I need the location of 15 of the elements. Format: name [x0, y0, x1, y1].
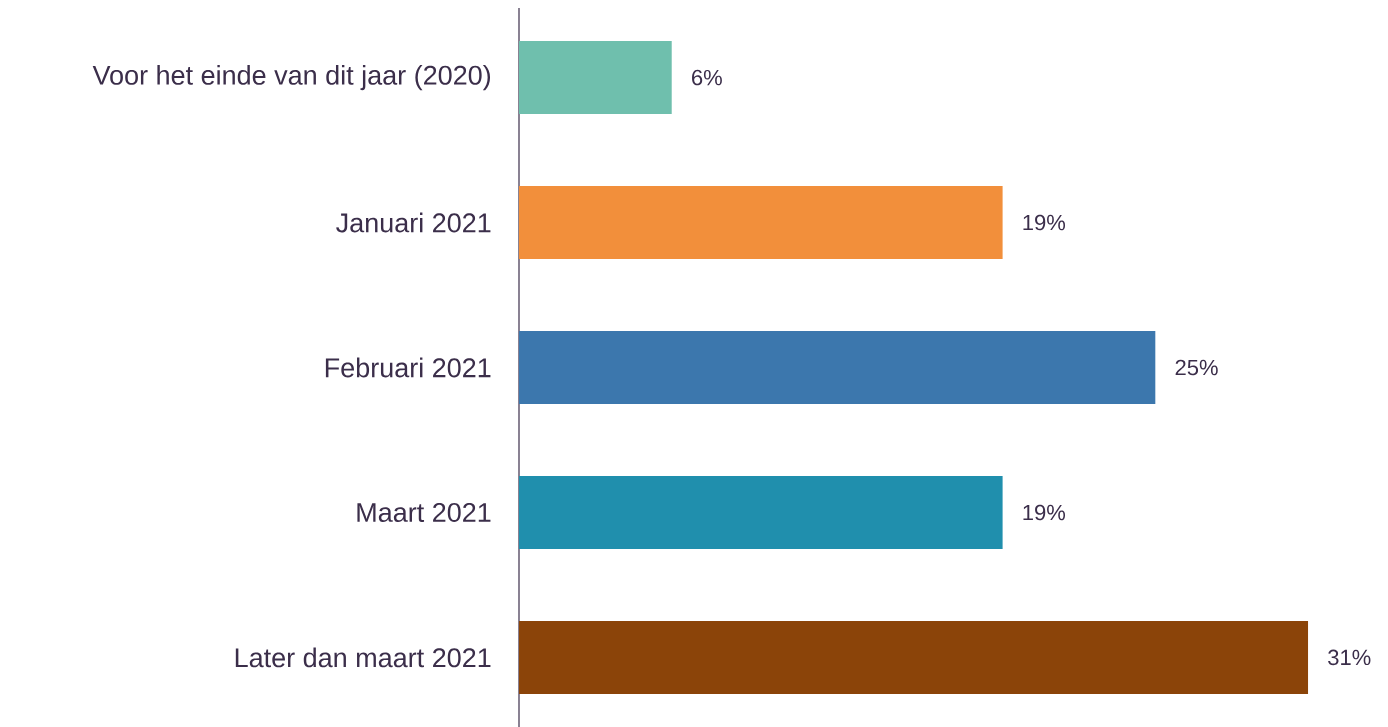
- data-label: 31%: [1328, 649, 1371, 666]
- y-tick-label: Later dan maart 2021: [235, 647, 491, 668]
- y-tick-label: Februari 2021: [325, 357, 491, 378]
- data-label: 19%: [1023, 214, 1066, 231]
- bar: [519, 41, 672, 115]
- data-label: 19%: [1023, 504, 1066, 521]
- bar: [519, 620, 1309, 694]
- bar: [519, 186, 1003, 260]
- data-label: 6%: [692, 69, 722, 86]
- y-tick-label: Januari 2021: [336, 212, 491, 233]
- y-tick-label: Voor het einde van dit jaar (2020): [92, 64, 491, 91]
- data-label: 25%: [1175, 359, 1218, 376]
- y-tick-label: Maart 2021: [357, 502, 491, 523]
- bar: [519, 330, 1156, 404]
- bar: [519, 475, 1003, 549]
